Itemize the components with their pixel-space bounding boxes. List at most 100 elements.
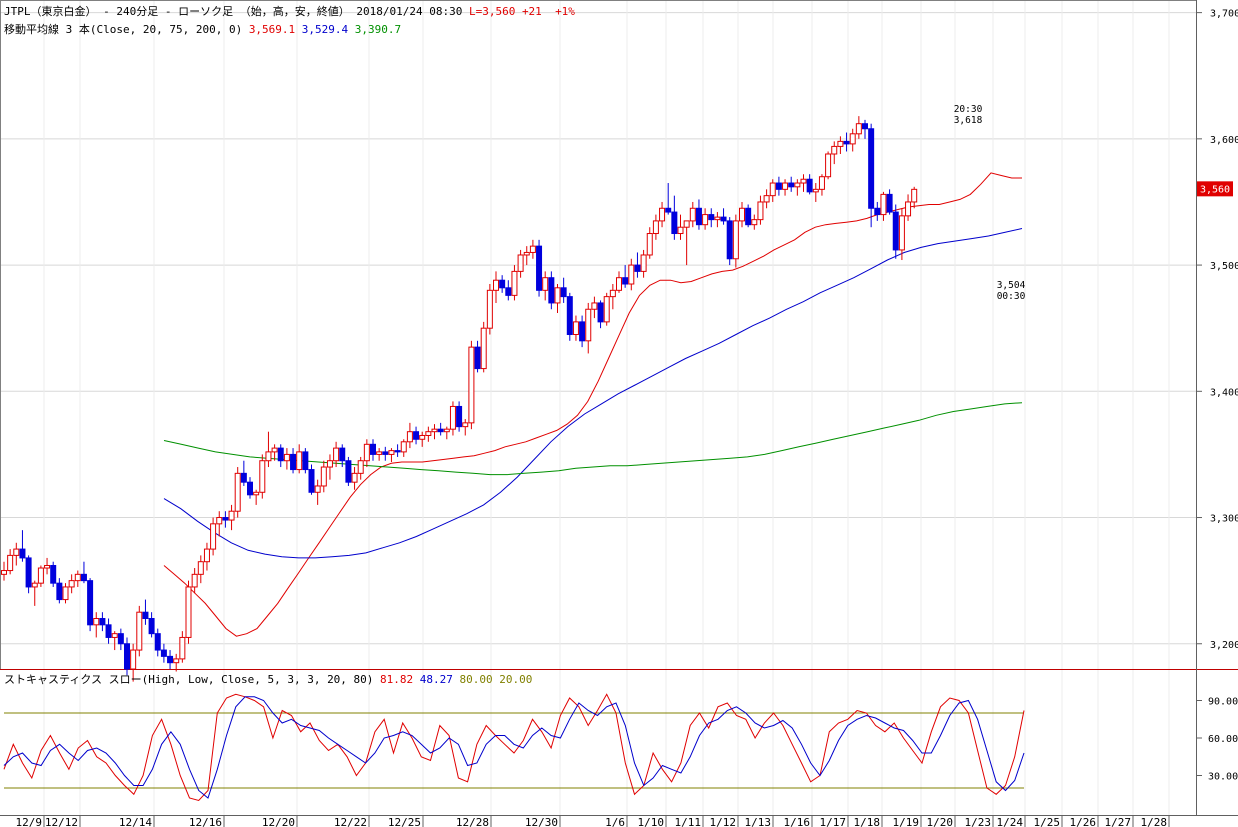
candle-body — [173, 658, 180, 664]
candle-body — [493, 279, 499, 291]
candles — [1, 116, 918, 682]
date-label: 1/16 — [784, 816, 811, 827]
candle-body — [499, 279, 506, 289]
candle — [31, 580, 38, 606]
date-label: 1/28 — [1141, 816, 1168, 827]
candle — [511, 265, 518, 301]
candle — [652, 214, 659, 240]
date-label: 1/19 — [893, 816, 920, 827]
candle — [769, 179, 776, 202]
candle-body — [880, 193, 887, 216]
candle-body — [437, 428, 444, 433]
candle-body — [757, 201, 764, 221]
symbol-label: JTPL（東京白金） — [4, 5, 97, 18]
date-label: 12/22 — [334, 816, 367, 827]
candle — [210, 517, 217, 556]
candle-body — [843, 140, 850, 145]
ma200-value: 3,390.7 — [354, 23, 402, 36]
candle-body — [646, 233, 653, 256]
high-value-annotation: 3,618 — [954, 115, 983, 126]
candle — [376, 448, 383, 461]
candle-body — [536, 245, 543, 291]
candle-body — [480, 327, 487, 370]
candle-body — [634, 264, 641, 272]
candle-body — [732, 220, 739, 260]
change-label: +21 — [521, 5, 542, 18]
candle — [87, 578, 94, 632]
candle — [603, 292, 610, 326]
candle — [308, 464, 315, 495]
candle — [536, 239, 543, 297]
candle — [806, 174, 813, 195]
candle — [333, 441, 340, 468]
candle — [775, 176, 782, 196]
candle — [222, 511, 229, 528]
candle-body — [468, 346, 475, 424]
date-label: 1/13 — [745, 816, 772, 827]
candle-body — [800, 178, 807, 184]
candle-body — [714, 216, 721, 221]
datetime-label: 2018/01/24 08:30 — [356, 5, 463, 18]
stoch-upper-value: 80.00 — [459, 673, 493, 686]
stochastic-legend: ストキャスティクス スロー(High, Low, Close, 5, 3, 3,… — [4, 673, 532, 686]
candle — [905, 194, 912, 221]
candle-body — [905, 201, 912, 217]
candle-body — [726, 220, 733, 260]
candle — [517, 249, 524, 278]
candle-body — [892, 211, 899, 251]
candle-body — [474, 346, 481, 370]
date-label: 1/12 — [710, 816, 737, 827]
candle — [394, 444, 401, 457]
candle-body — [13, 548, 20, 556]
candle-body — [751, 219, 758, 226]
stochastic-lines — [3, 693, 1025, 802]
candle — [739, 201, 745, 228]
stoch-d-line — [3, 696, 1025, 799]
candle-body — [148, 618, 155, 635]
candle — [302, 448, 309, 474]
candle — [111, 631, 118, 651]
candle-body — [265, 451, 272, 462]
ma-legend: 移動平均線 3 本(Close, 20, 75, 200, 0) 3,569.1… — [4, 23, 401, 36]
date-label: 1/23 — [965, 816, 992, 827]
candle-body — [228, 510, 235, 521]
candle — [191, 568, 198, 594]
candle — [745, 204, 752, 228]
candle — [25, 555, 32, 594]
high-time-annotation: 20:30 — [954, 104, 983, 115]
candle-body — [788, 182, 795, 188]
candle-body — [283, 453, 290, 462]
candle-body — [160, 649, 167, 657]
candle-body — [911, 188, 918, 203]
candle-body — [259, 460, 266, 493]
candle — [296, 444, 303, 474]
candle-body — [529, 245, 536, 253]
candle — [788, 176, 795, 192]
candle-body — [37, 567, 44, 584]
candle-body — [191, 573, 198, 588]
candle-body — [296, 451, 303, 471]
date-label: 12/16 — [189, 816, 222, 827]
candle-body — [874, 207, 881, 216]
candle — [449, 401, 456, 436]
candle — [203, 542, 210, 571]
candle-body — [443, 428, 450, 433]
candle — [880, 191, 887, 221]
candle-body — [370, 443, 376, 455]
candle-body — [419, 434, 426, 440]
candle — [259, 454, 266, 499]
candle — [363, 439, 370, 468]
low-value-annotation: 3,504 — [997, 280, 1026, 291]
candle-body — [572, 321, 579, 335]
date-label: 12/9 — [16, 816, 43, 827]
candle-body — [782, 182, 789, 190]
candle-body — [314, 485, 321, 493]
candle-body — [683, 220, 690, 228]
candle-body — [849, 133, 856, 145]
candle — [173, 653, 180, 672]
candle — [437, 422, 444, 436]
candle-body — [695, 207, 702, 226]
candle — [240, 460, 247, 486]
candle-body — [548, 277, 555, 304]
